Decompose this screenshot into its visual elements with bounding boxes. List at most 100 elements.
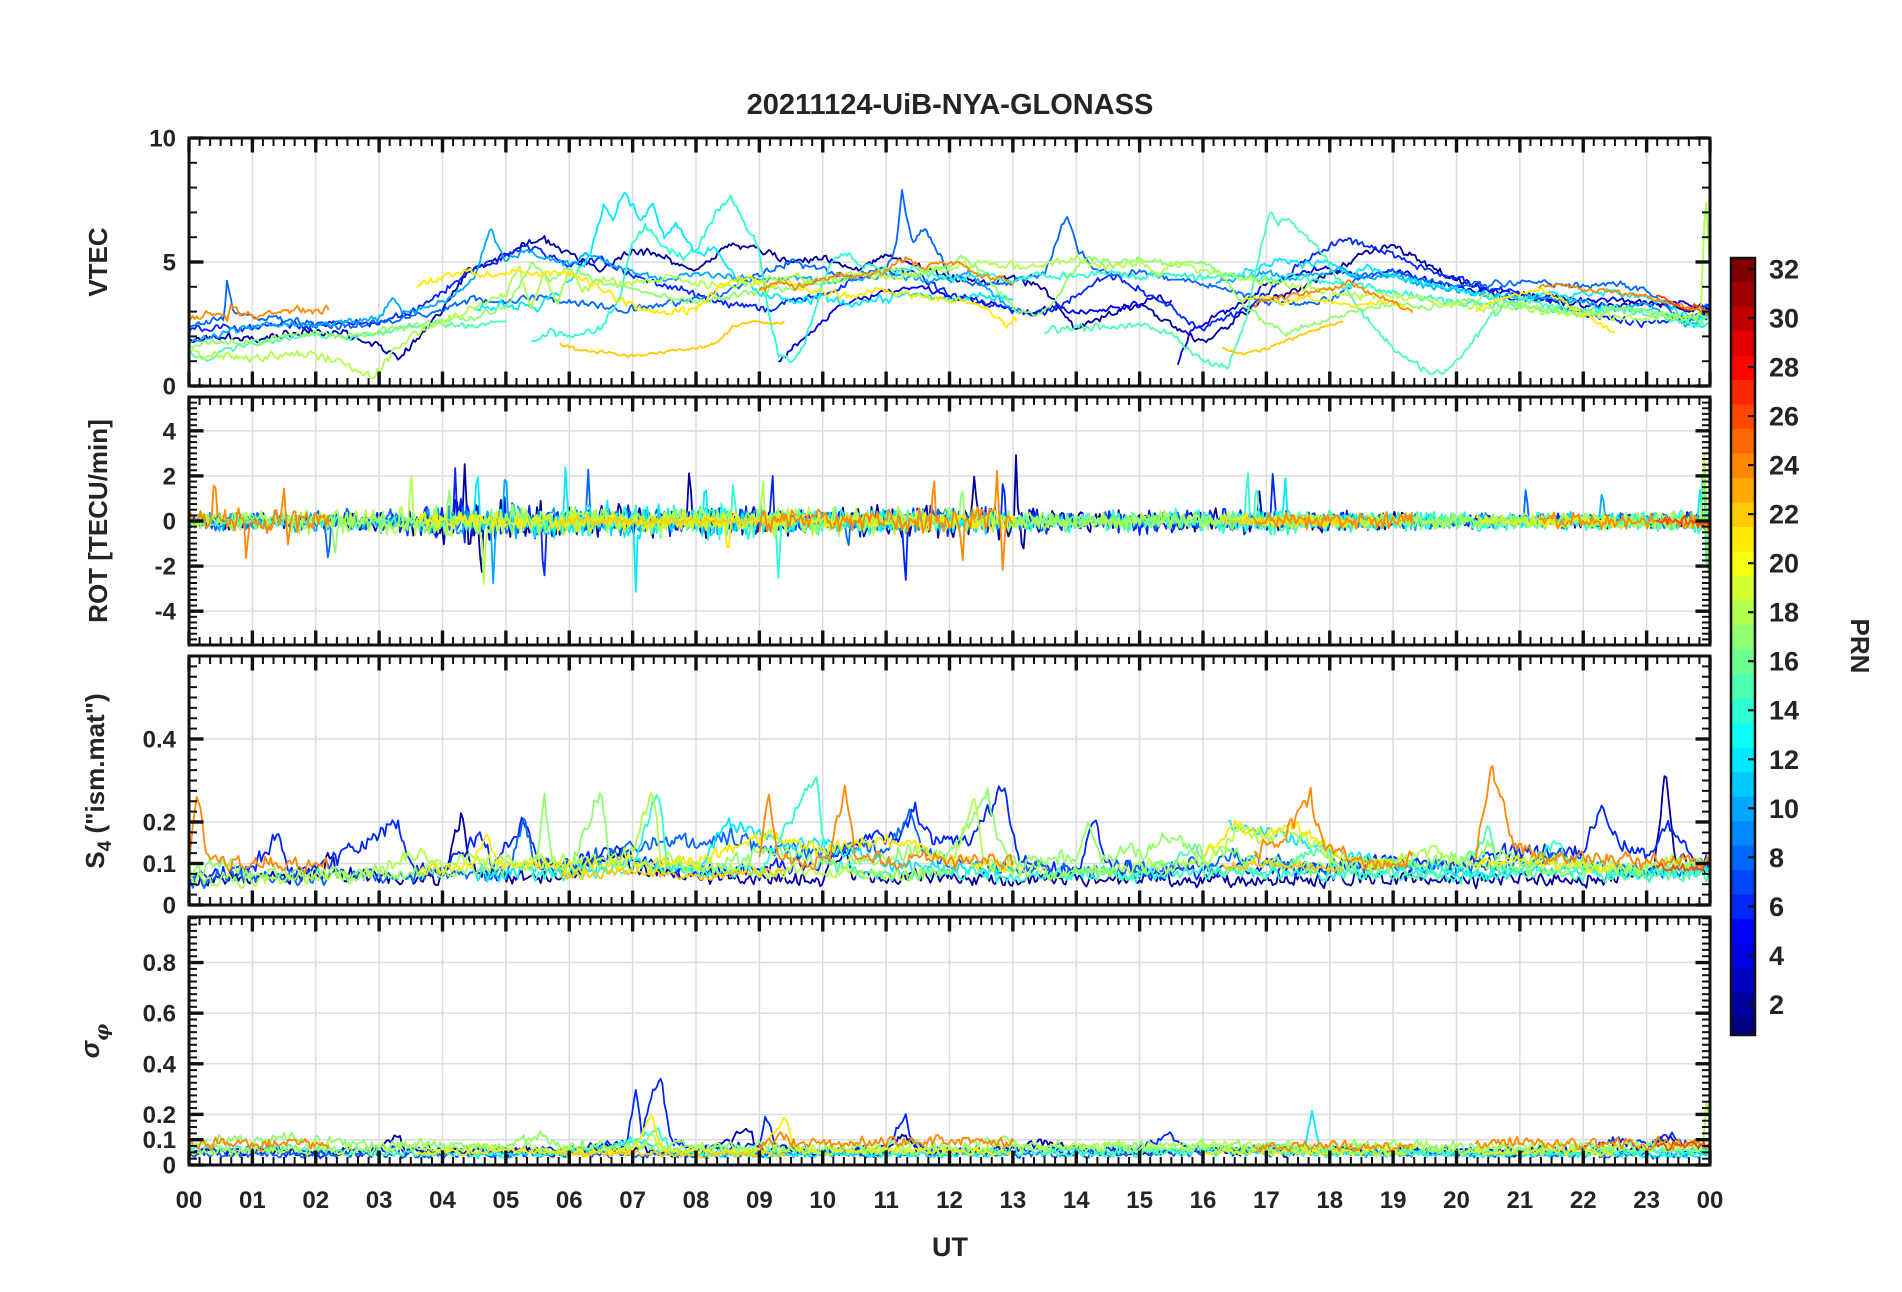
prn-21-trace [1240,294,1407,309]
colorbar-tick-label-20: 20 [1769,549,1799,579]
y-label-rot: ROT [TECU/min] [83,419,113,623]
prn-24-trace [1253,279,1413,313]
prn-8-trace [190,189,1709,331]
y-tick-sigma_phi-0.4: 0.4 [143,1051,177,1078]
colorbar-tick-label-14: 14 [1769,696,1799,726]
prn-24-trace [1538,283,1709,317]
colorbar-tick-label-28: 28 [1769,353,1799,383]
prn-24-trace [190,795,329,874]
colorbar-tick-label-6: 6 [1769,892,1784,922]
panel-sigma_phi: 00.10.2 0.4 0.6 0.8 [143,915,1712,1180]
prn-21-trace [416,829,1014,876]
prn-24-trace [1474,765,1709,871]
colorbar-block-prn-5 [1731,918,1755,944]
colorbar-block-prn-29 [1731,330,1755,356]
panel-s4-border [187,654,1712,907]
panel-sigma_phi-border [187,915,1712,1167]
y-label-sigma-sub: φ [91,1024,113,1041]
colorbar-block-prn-15 [1731,673,1755,699]
x-tick-3: 03 [366,1187,393,1214]
colorbar-block-prn-9 [1731,820,1755,846]
prn-17-trace [190,489,1709,554]
x-tick-19: 19 [1380,1187,1407,1214]
x-tick-15: 15 [1126,1187,1153,1214]
y-label-s4: S4 ("ism.mat") [80,693,116,868]
prn-24-trace [758,469,1014,571]
prn-24-trace [190,1136,330,1153]
prn-22-trace [559,867,786,881]
x-tick-labels: 00 01 02 03 04 05 06 07 08 09 10 11 12 13 14 15 16 17 18 19… [176,1187,1724,1214]
x-tick-18: 18 [1316,1187,1343,1214]
colorbar-block-prn-32 [1731,258,1755,282]
x-tick-11: 11 [873,1187,898,1214]
x-tick-20: 20 [1443,1187,1470,1214]
x-tick-23: 23 [1633,1187,1660,1214]
colorbar-tick-label-10: 10 [1769,794,1799,824]
prn-18-trace [190,792,1709,890]
y-tick-vtec-10: 10 [149,126,176,153]
y-tick-sigma_phi-0.1: 0.1 [143,1127,176,1154]
y-tick-rot--2: -2 [155,554,176,581]
colorbar-tick-label-8: 8 [1769,843,1784,873]
y-tick-sigma_phi-0.2: 0.2 [143,1102,176,1129]
prn-22-trace [559,1149,786,1159]
y-label-s4-main: S [80,851,110,868]
series-rot [190,453,1709,593]
prn-18-trace [190,1101,1709,1158]
y-tick-rot--4: -4 [155,599,177,626]
y-label-s4-sub: 4 [95,840,116,851]
series-s4 [190,765,1709,890]
x-tick-2: 02 [302,1187,329,1214]
y-tick-s4-0.2: 0.2 [143,810,176,837]
colorbar-block-prn-23 [1731,477,1755,503]
colorbar-tick-label-22: 22 [1769,500,1799,530]
y-tick-s4-0: 0 [163,893,176,920]
prn-12-trace [1228,257,1709,329]
colorbar-block-prn-25 [1731,428,1755,454]
x-tick-21: 21 [1507,1187,1534,1214]
x-tick-7: 07 [619,1187,646,1214]
x-tick-17: 17 [1253,1187,1280,1214]
panel-vtec-border [187,136,1712,388]
prn-22-trace [1221,858,1344,874]
prn-24-trace [758,784,1014,871]
plot-title: 20211124-UiB-NYA-GLONASS [747,89,1154,121]
prn-21-trace [416,267,1017,329]
y-tick-sigma_phi-0.8: 0.8 [143,950,176,977]
prn-24-trace [1252,511,1413,531]
colorbar-block-prn-21 [1731,526,1755,552]
colorbar-block-prn-17 [1731,624,1755,650]
colorbar-tick-label-26: 26 [1769,402,1799,432]
x-tick-12: 12 [936,1187,963,1214]
panel-s4: 0 0.1 0.2 0.4 [143,654,1712,920]
prn-21-trace [416,1114,1014,1158]
prn-22-trace [558,515,786,527]
prn-24-trace [758,256,1014,292]
colorbar-label: PRN [1845,619,1875,674]
colorbar-block-prn-19 [1731,575,1755,601]
y-tick-rot-4: 4 [163,418,177,445]
y-tick-sigma_phi-0: 0 [163,1153,176,1180]
y-tick-labels-vtec: 0 5 10 [149,126,176,401]
colorbar-block-prn-13 [1731,722,1755,748]
y-tick-s4-0.1: 0.1 [143,851,176,878]
prn-21-trace [1474,287,1616,334]
y-tick-labels-rot: -4 -2 0 2 4 [155,418,177,625]
x-tick-13: 13 [1000,1187,1027,1214]
colorbar-border [1729,256,1757,1037]
prn-21-trace [1474,853,1616,873]
prn-22-trace [559,320,786,359]
ticks-sigma_phi [187,917,1712,1167]
x-tick-10: 10 [809,1187,836,1214]
series-vtec [190,189,1709,380]
prn-15-trace [190,319,507,362]
y-tick-rot-0: 0 [163,509,176,536]
colorbar-block-prn-3 [1731,967,1755,993]
colorbar-block-prn-11 [1731,771,1755,797]
ticks-rot [187,396,1712,646]
colorbar-tick-label-12: 12 [1769,745,1799,775]
x-tick-14: 14 [1063,1187,1090,1214]
